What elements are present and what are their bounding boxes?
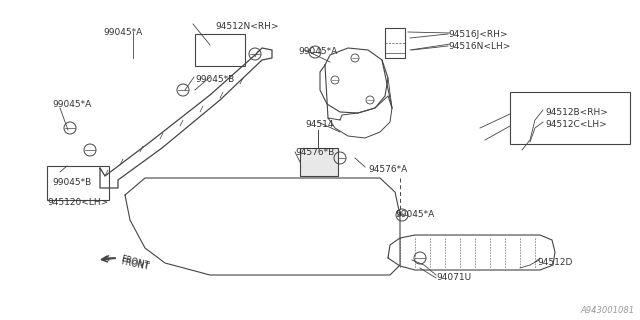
Text: 94516J<RH>: 94516J<RH> [448, 30, 508, 39]
Bar [510, 92, 630, 144]
Text: 99045*B: 99045*B [52, 178, 92, 187]
Text: 94516N<LH>: 94516N<LH> [448, 42, 510, 51]
Bar [47, 166, 109, 200]
Text: FRONT: FRONT [120, 258, 150, 272]
Text: 99045*A: 99045*A [395, 210, 435, 219]
Text: 99045*A: 99045*A [52, 100, 92, 109]
Text: A943001081: A943001081 [581, 306, 635, 315]
Text: 94512N<RH>: 94512N<RH> [215, 22, 278, 31]
Text: 94512B<RH>: 94512B<RH> [545, 108, 608, 117]
Text: 94576*B: 94576*B [295, 148, 334, 157]
Text: 94514: 94514 [305, 120, 333, 129]
Text: 99045*B: 99045*B [195, 75, 234, 84]
Bar [300, 148, 338, 176]
Text: 945120<LH>: 945120<LH> [47, 198, 108, 207]
Text: 94071U: 94071U [436, 273, 471, 282]
Text: 94576*A: 94576*A [368, 165, 407, 174]
Bar [195, 34, 245, 66]
Text: 99045*A: 99045*A [298, 47, 337, 56]
Text: 94512D: 94512D [537, 258, 572, 267]
Text: FRONT: FRONT [120, 254, 150, 270]
Text: 94512C<LH>: 94512C<LH> [545, 120, 607, 129]
Text: 99045*A: 99045*A [103, 28, 142, 37]
